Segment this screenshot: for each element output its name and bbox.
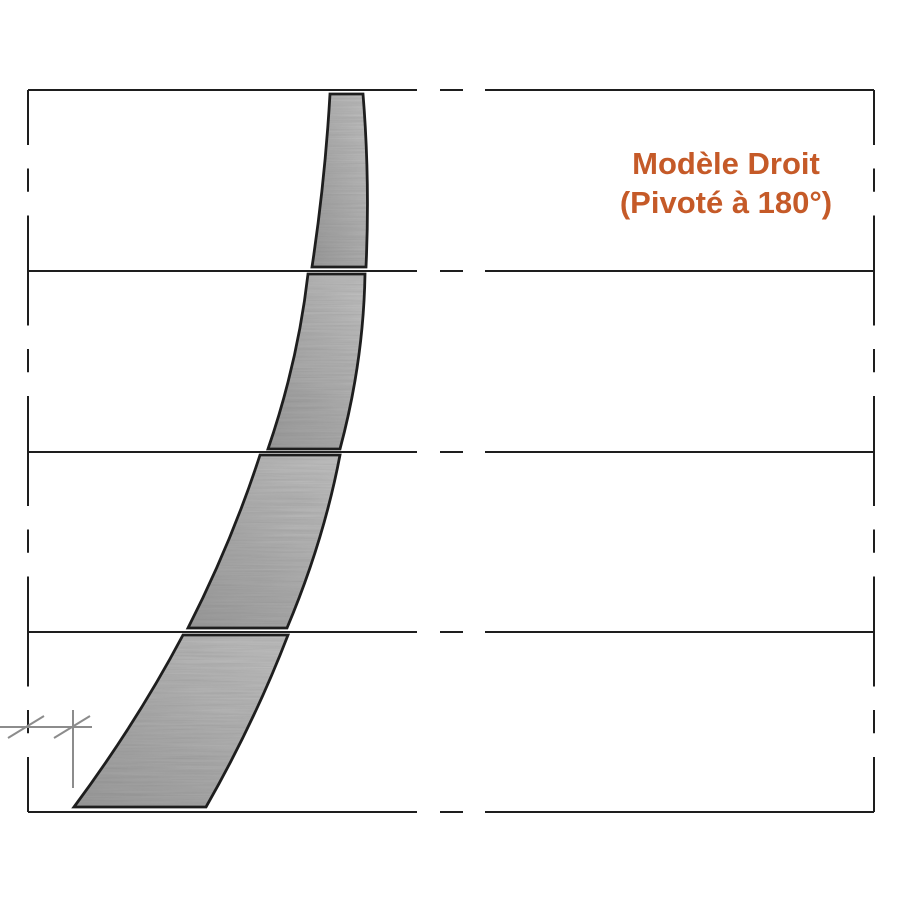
assembly-mark-tick-icon [7,715,45,739]
model-title: Modèle Droit (Pivoté à 180°) [560,144,892,222]
blade-segment-lower-middle-fill [188,455,340,628]
blade-segment-upper-middle-outline [266,272,367,451]
assembly-mark [0,710,92,788]
page-grid [27,89,875,813]
blade-segment-base-fill [74,635,288,807]
assembly-mark-tick-icon [53,715,91,739]
blade-template [71,92,369,809]
blade-segment-base-outline [71,633,291,809]
blade-segment-lower-middle-outline [185,453,342,630]
model-title-line2: (Pivoté à 180°) [619,185,833,220]
blade-segment-tip-outline [310,92,369,269]
model-title-line1: Modèle Droit [632,146,820,181]
blade-segment-upper-middle-fill [268,274,365,449]
blade-segment-tip-fill [312,94,368,267]
